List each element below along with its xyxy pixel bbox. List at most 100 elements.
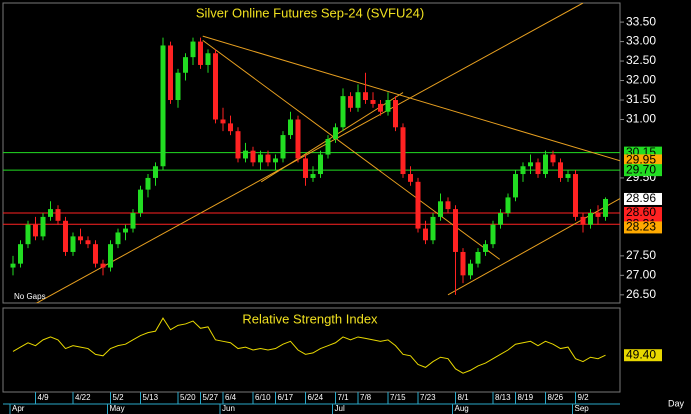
candle-body [535,162,541,175]
rsi-line [12,317,606,374]
x-tick-label: 5/27 [203,393,219,402]
x-tick-label: 6/24 [308,393,324,402]
gap-note: No Gaps [14,292,46,301]
candle-body [175,72,181,101]
y-tick-label: 27.00 [626,268,656,282]
candle-body [498,213,503,225]
x-tick-label: 8/1 [458,393,470,402]
month-label: Jul [335,404,345,413]
candle-body [310,174,316,178]
candle-body [460,251,466,276]
rsi-marker [624,349,662,362]
candle-body [415,181,421,229]
x-tick-label: 8/19 [518,393,534,402]
price-marker-label: 29.95 [626,153,656,167]
candle-body [513,174,518,198]
x-tick-label: 7/23 [420,393,436,402]
candle-body [348,96,353,108]
x-tick-label: 9/2 [578,393,590,402]
x-tick-label: 6/4 [225,393,237,402]
candle-body [108,244,113,268]
candle-body [355,92,361,108]
x-tick-label: 4/9 [38,393,50,402]
candle-body [220,119,226,124]
chart-title: Silver Online Futures Sep-24 (SVFU24) [196,5,424,20]
candle-body [63,220,68,252]
candle-body [78,236,83,241]
candle-body [190,41,196,58]
rsi-pane [2,307,621,393]
candle-body [213,53,218,120]
candle-body [258,154,263,163]
candle-body [340,96,346,128]
candle-body [445,201,451,210]
y-tick-label: 32.50 [626,53,656,67]
candle-body [228,123,233,132]
y-tick-label: 31.50 [626,92,656,106]
candle-body [160,45,166,167]
candle-body [243,150,248,159]
candle-body [55,209,61,221]
y-tick-label: 33.00 [626,34,656,48]
candle-body [318,154,323,175]
price-marker-label: 28.60 [626,205,656,219]
y-tick-label: 31.00 [626,112,656,126]
price-marker [624,207,662,219]
month-label: Sep [575,404,590,413]
price-marker-label: 28.23 [626,220,656,234]
period-label: Day [668,398,685,408]
y-tick-label: 26.50 [626,287,656,301]
candle-body [303,158,308,178]
candle-body [205,53,211,65]
candle-body [235,131,241,159]
y-tick-label: 32.00 [626,73,656,87]
candle-body [100,263,106,268]
candle-body [33,224,38,237]
candle-body [603,198,608,217]
x-tick-label: 8/13 [495,393,511,402]
candle-body [123,228,128,233]
candle-body [400,127,406,175]
candle-body [145,177,151,190]
candle-body [288,119,293,136]
candle-body [273,158,278,163]
candle-body [10,263,16,268]
candle-body [138,189,143,213]
y-tick-label: 27.50 [626,248,656,262]
month-label: Aug [455,404,469,413]
x-tick-label: 6/17 [278,393,294,402]
candle-body [40,216,46,237]
candle-body [70,236,76,252]
x-tick-label: 7/8 [360,393,372,402]
rsi-marker-label: 49.40 [626,347,656,361]
price-marker [624,154,662,167]
candle-body [408,174,413,182]
trendline [447,197,620,296]
candle-body [198,41,203,65]
month-label: May [110,404,125,413]
candle-body [48,209,53,217]
x-tick-label: 8/26 [548,393,564,402]
month-label: Apr [12,404,25,413]
candle-body [378,103,383,112]
candle-body [168,45,173,101]
candle-body [295,119,301,159]
price-marker [624,221,662,234]
trendline [202,40,501,260]
candle-body [558,162,563,178]
candle-body [385,100,391,112]
candle-body [423,228,428,241]
candle-body [370,100,376,104]
candle-body [280,135,286,159]
x-tick-label: 6/10 [255,393,271,402]
candle-body [130,213,136,229]
trendline [35,3,584,303]
candle-body [325,138,331,155]
candle-body [265,154,271,163]
candle-body [153,166,158,178]
candle-body [430,216,436,241]
trendline [202,35,620,162]
month-label: Jun [222,404,235,413]
candle-body [475,251,481,264]
